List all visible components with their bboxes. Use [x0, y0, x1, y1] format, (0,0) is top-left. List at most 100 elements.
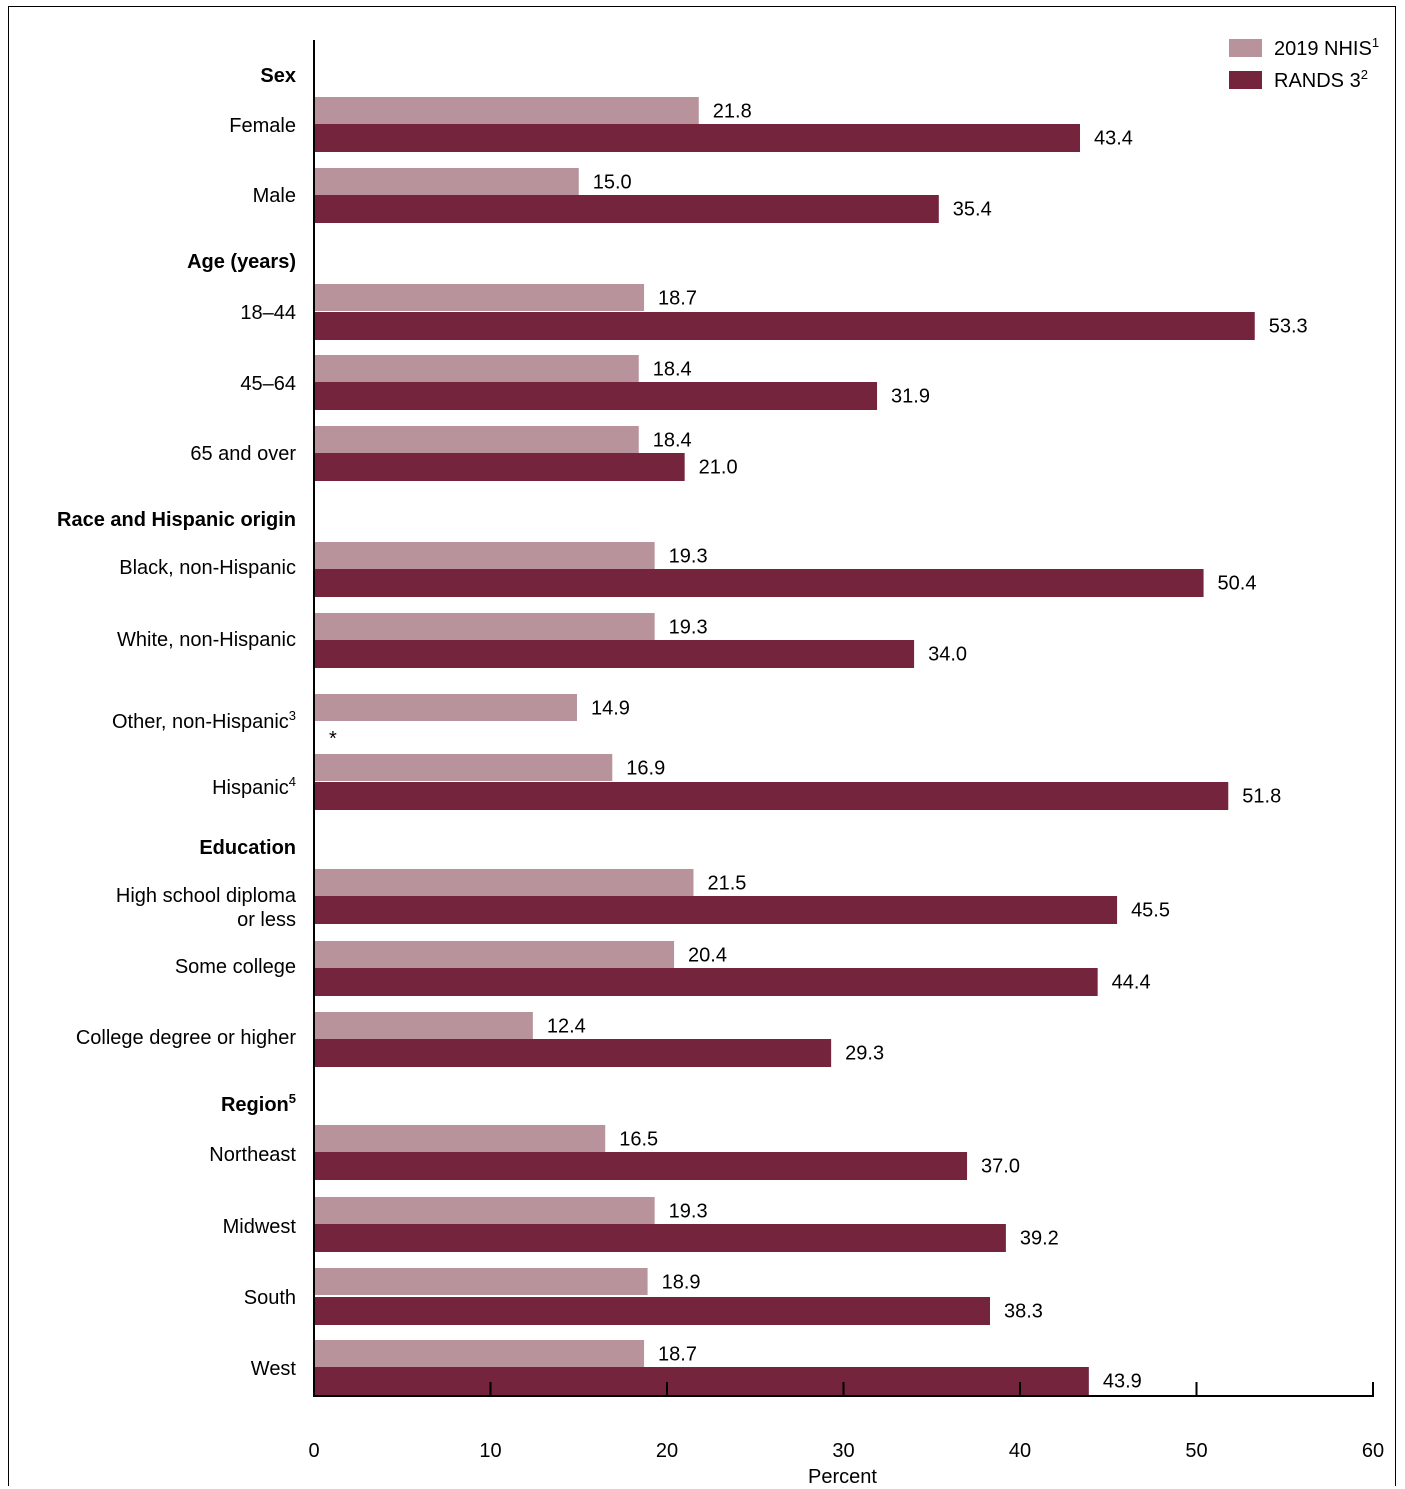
value-label-nhis-0-0: 21.8 — [713, 101, 752, 123]
value-label-rands-0-0: 43.4 — [1094, 128, 1133, 150]
x-tick-label-0: 0 — [308, 1440, 319, 1462]
category-label-4-1-text: Midwest — [223, 1216, 297, 1238]
value-label-nhis-2-3: 16.9 — [626, 758, 665, 780]
x-tick-label-5: 50 — [1185, 1440, 1207, 1462]
value-label-nhis-1-0: 18.7 — [658, 288, 697, 310]
bar-nhis-4-3 — [314, 1340, 645, 1367]
value-label-nhis-2-2: 14.9 — [591, 698, 630, 720]
legend-label-0: 2019 NHIS1 — [1274, 35, 1379, 60]
value-label-nhis-1-2: 18.4 — [653, 430, 692, 452]
group-label-4-text: Region — [221, 1094, 289, 1116]
legend-label-0-text: 2019 NHIS — [1274, 38, 1372, 60]
category-label-2-3: Hispanic4 — [212, 774, 296, 799]
bar-rands-3-2 — [314, 1039, 832, 1067]
category-label-2-2-text: Other, non-Hispanic — [112, 711, 289, 733]
category-label-line2-3-0: or less — [237, 909, 296, 931]
group-label-1: Age (years) — [187, 251, 296, 273]
bar-nhis-2-3 — [314, 754, 613, 781]
value-label-nhis-2-1: 19.3 — [669, 617, 708, 639]
bar-nhis-1-0 — [314, 284, 645, 311]
bar-rands-2-3 — [314, 782, 1229, 810]
bar-nhis-1-2 — [314, 426, 639, 453]
value-label-rands-4-1: 39.2 — [1020, 1228, 1059, 1250]
x-tick-label-1: 10 — [479, 1440, 501, 1462]
value-label-rands-4-0: 37.0 — [981, 1156, 1020, 1178]
value-label-nhis-2-0: 19.3 — [669, 546, 708, 568]
group-label-0-text: Sex — [260, 65, 296, 87]
category-label-4-0-text: Northeast — [209, 1144, 296, 1166]
bar-rands-4-0 — [314, 1152, 968, 1180]
group-label-4: Region5 — [221, 1091, 296, 1116]
category-label-2-2: Other, non-Hispanic3 — [112, 708, 296, 733]
value-label-rands-2-2: * — [329, 728, 337, 750]
legend-label-1-text: RANDS 3 — [1274, 70, 1361, 92]
legend-label-1: RANDS 32 — [1274, 67, 1368, 92]
bar-rands-4-3 — [314, 1367, 1089, 1395]
group-label-3-text: Education — [199, 837, 296, 859]
value-label-rands-2-0: 50.4 — [1218, 573, 1257, 595]
category-label-2-1: White, non-Hispanic — [117, 629, 296, 651]
category-label-3-2-text: College degree or higher — [76, 1027, 296, 1049]
legend-swatch-0 — [1229, 39, 1262, 57]
category-label-3-1-text: Some college — [175, 956, 296, 978]
category-label-0-1-text: Male — [253, 185, 296, 207]
value-label-nhis-4-3: 18.7 — [658, 1344, 697, 1366]
value-label-rands-4-2: 38.3 — [1004, 1301, 1043, 1323]
value-label-rands-2-1: 34.0 — [928, 644, 967, 666]
category-label-4-2: South — [244, 1287, 296, 1309]
category-label-3-2: College degree or higher — [76, 1027, 296, 1049]
category-label-2-1-text: White, non-Hispanic — [117, 629, 296, 651]
group-label-4-superscript: 5 — [289, 1091, 296, 1106]
category-label-3-0: High school diploma — [116, 885, 297, 907]
category-label-3-1: Some college — [175, 956, 296, 978]
value-label-nhis-3-2: 12.4 — [547, 1016, 586, 1038]
bar-rands-1-0 — [314, 312, 1255, 340]
category-label-1-0-text: 18–44 — [240, 302, 296, 324]
group-label-2: Race and Hispanic origin — [57, 509, 296, 531]
bar-nhis-2-0 — [314, 542, 655, 569]
value-label-nhis-3-1: 20.4 — [688, 945, 727, 967]
bar-nhis-3-1 — [314, 941, 675, 968]
category-label-0-0: Female — [229, 115, 296, 137]
category-label-4-1: Midwest — [223, 1216, 297, 1238]
bar-rands-0-1 — [314, 195, 939, 223]
bar-rands-4-2 — [314, 1297, 990, 1325]
category-label-4-2-text: South — [244, 1287, 296, 1309]
value-label-rands-1-1: 31.9 — [891, 386, 930, 408]
legend-label-0-superscript: 1 — [1372, 35, 1379, 50]
value-label-nhis-4-2: 18.9 — [662, 1272, 701, 1294]
x-tick-label-6: 60 — [1362, 1440, 1384, 1462]
category-label-0-1: Male — [253, 185, 296, 207]
bar-nhis-1-1 — [314, 355, 639, 382]
chart-frame — [8, 6, 1396, 1486]
category-label-0-0-text: Female — [229, 115, 296, 137]
bar-nhis-4-0 — [314, 1125, 606, 1152]
value-label-rands-4-3: 43.9 — [1103, 1371, 1142, 1393]
value-label-rands-3-1: 44.4 — [1112, 972, 1151, 994]
legend-label-1-superscript: 2 — [1361, 67, 1368, 82]
bar-rands-3-0 — [314, 896, 1118, 924]
category-label-1-0: 18–44 — [240, 302, 296, 324]
value-label-rands-1-0: 53.3 — [1269, 316, 1308, 338]
bar-rands-0-0 — [314, 124, 1081, 152]
group-label-2-text: Race and Hispanic origin — [57, 509, 296, 531]
value-label-nhis-3-0: 21.5 — [707, 873, 746, 895]
category-label-2-3-superscript: 4 — [289, 774, 296, 789]
group-label-0: Sex — [260, 65, 296, 87]
value-label-rands-2-3: 51.8 — [1242, 786, 1281, 808]
value-label-rands-1-2: 21.0 — [699, 457, 738, 479]
x-tick-label-3: 30 — [832, 1440, 854, 1462]
bar-nhis-2-2 — [314, 694, 577, 721]
bar-nhis-2-1 — [314, 613, 655, 640]
bar-nhis-0-0 — [314, 97, 699, 124]
value-label-nhis-4-0: 16.5 — [619, 1129, 658, 1151]
value-label-rands-3-0: 45.5 — [1131, 900, 1170, 922]
group-label-3: Education — [199, 837, 296, 859]
category-label-2-3-text: Hispanic — [212, 777, 289, 799]
value-label-nhis-4-1: 19.3 — [669, 1201, 708, 1223]
bar-nhis-4-1 — [314, 1197, 655, 1224]
bar-rands-4-1 — [314, 1224, 1006, 1252]
category-label-1-2-text: 65 and over — [190, 443, 296, 465]
category-label-2-2-superscript: 3 — [289, 708, 296, 723]
